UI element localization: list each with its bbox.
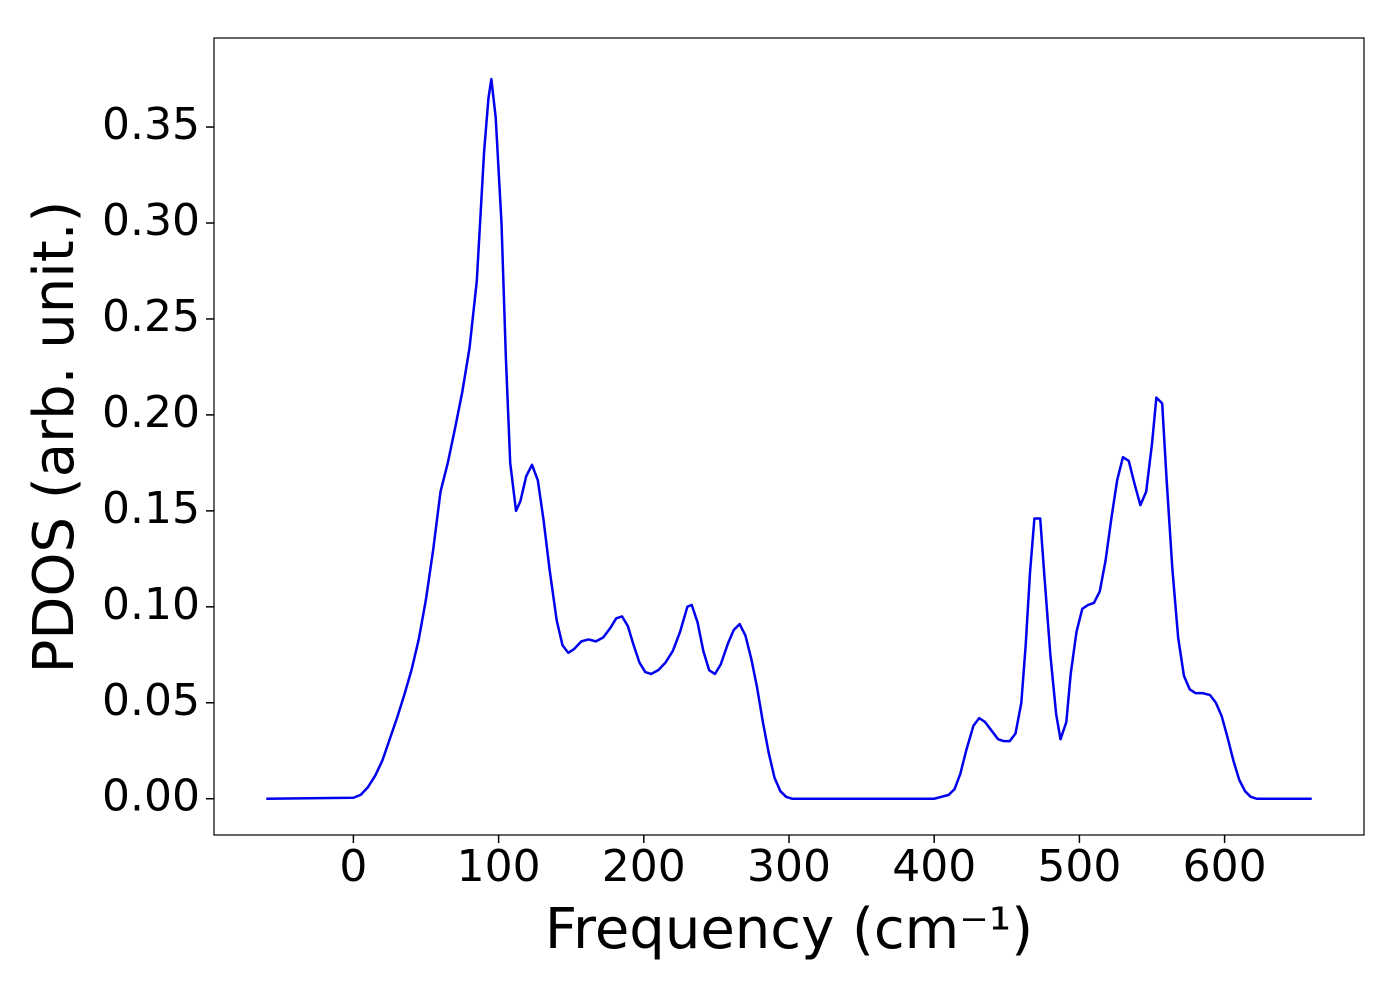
x-tick-label: 500 bbox=[1037, 841, 1121, 892]
x-tick-label: 400 bbox=[892, 841, 976, 892]
y-tick-label: 0.25 bbox=[102, 291, 200, 342]
x-tick-label: 600 bbox=[1183, 841, 1267, 892]
x-axis-label: Frequency (cm⁻¹) bbox=[545, 897, 1033, 962]
y-tick-label: 0.20 bbox=[102, 387, 200, 438]
y-tick-label: 0.15 bbox=[102, 483, 200, 534]
y-tick-label: 0.35 bbox=[102, 99, 200, 150]
y-tick-label: 0.10 bbox=[102, 579, 200, 630]
x-tick-label: 0 bbox=[339, 841, 367, 892]
x-tick-label: 200 bbox=[602, 841, 686, 892]
data-line bbox=[266, 77, 1312, 800]
plot-frame bbox=[213, 37, 1365, 836]
x-tick-label: 300 bbox=[747, 841, 831, 892]
y-axis-label: PDOS (arb. unit.) bbox=[22, 201, 87, 674]
y-tick-label: 0.00 bbox=[102, 771, 200, 822]
x-tick-label: 100 bbox=[457, 841, 541, 892]
y-tick-label: 0.30 bbox=[102, 195, 200, 246]
y-tick-label: 0.05 bbox=[102, 675, 200, 726]
